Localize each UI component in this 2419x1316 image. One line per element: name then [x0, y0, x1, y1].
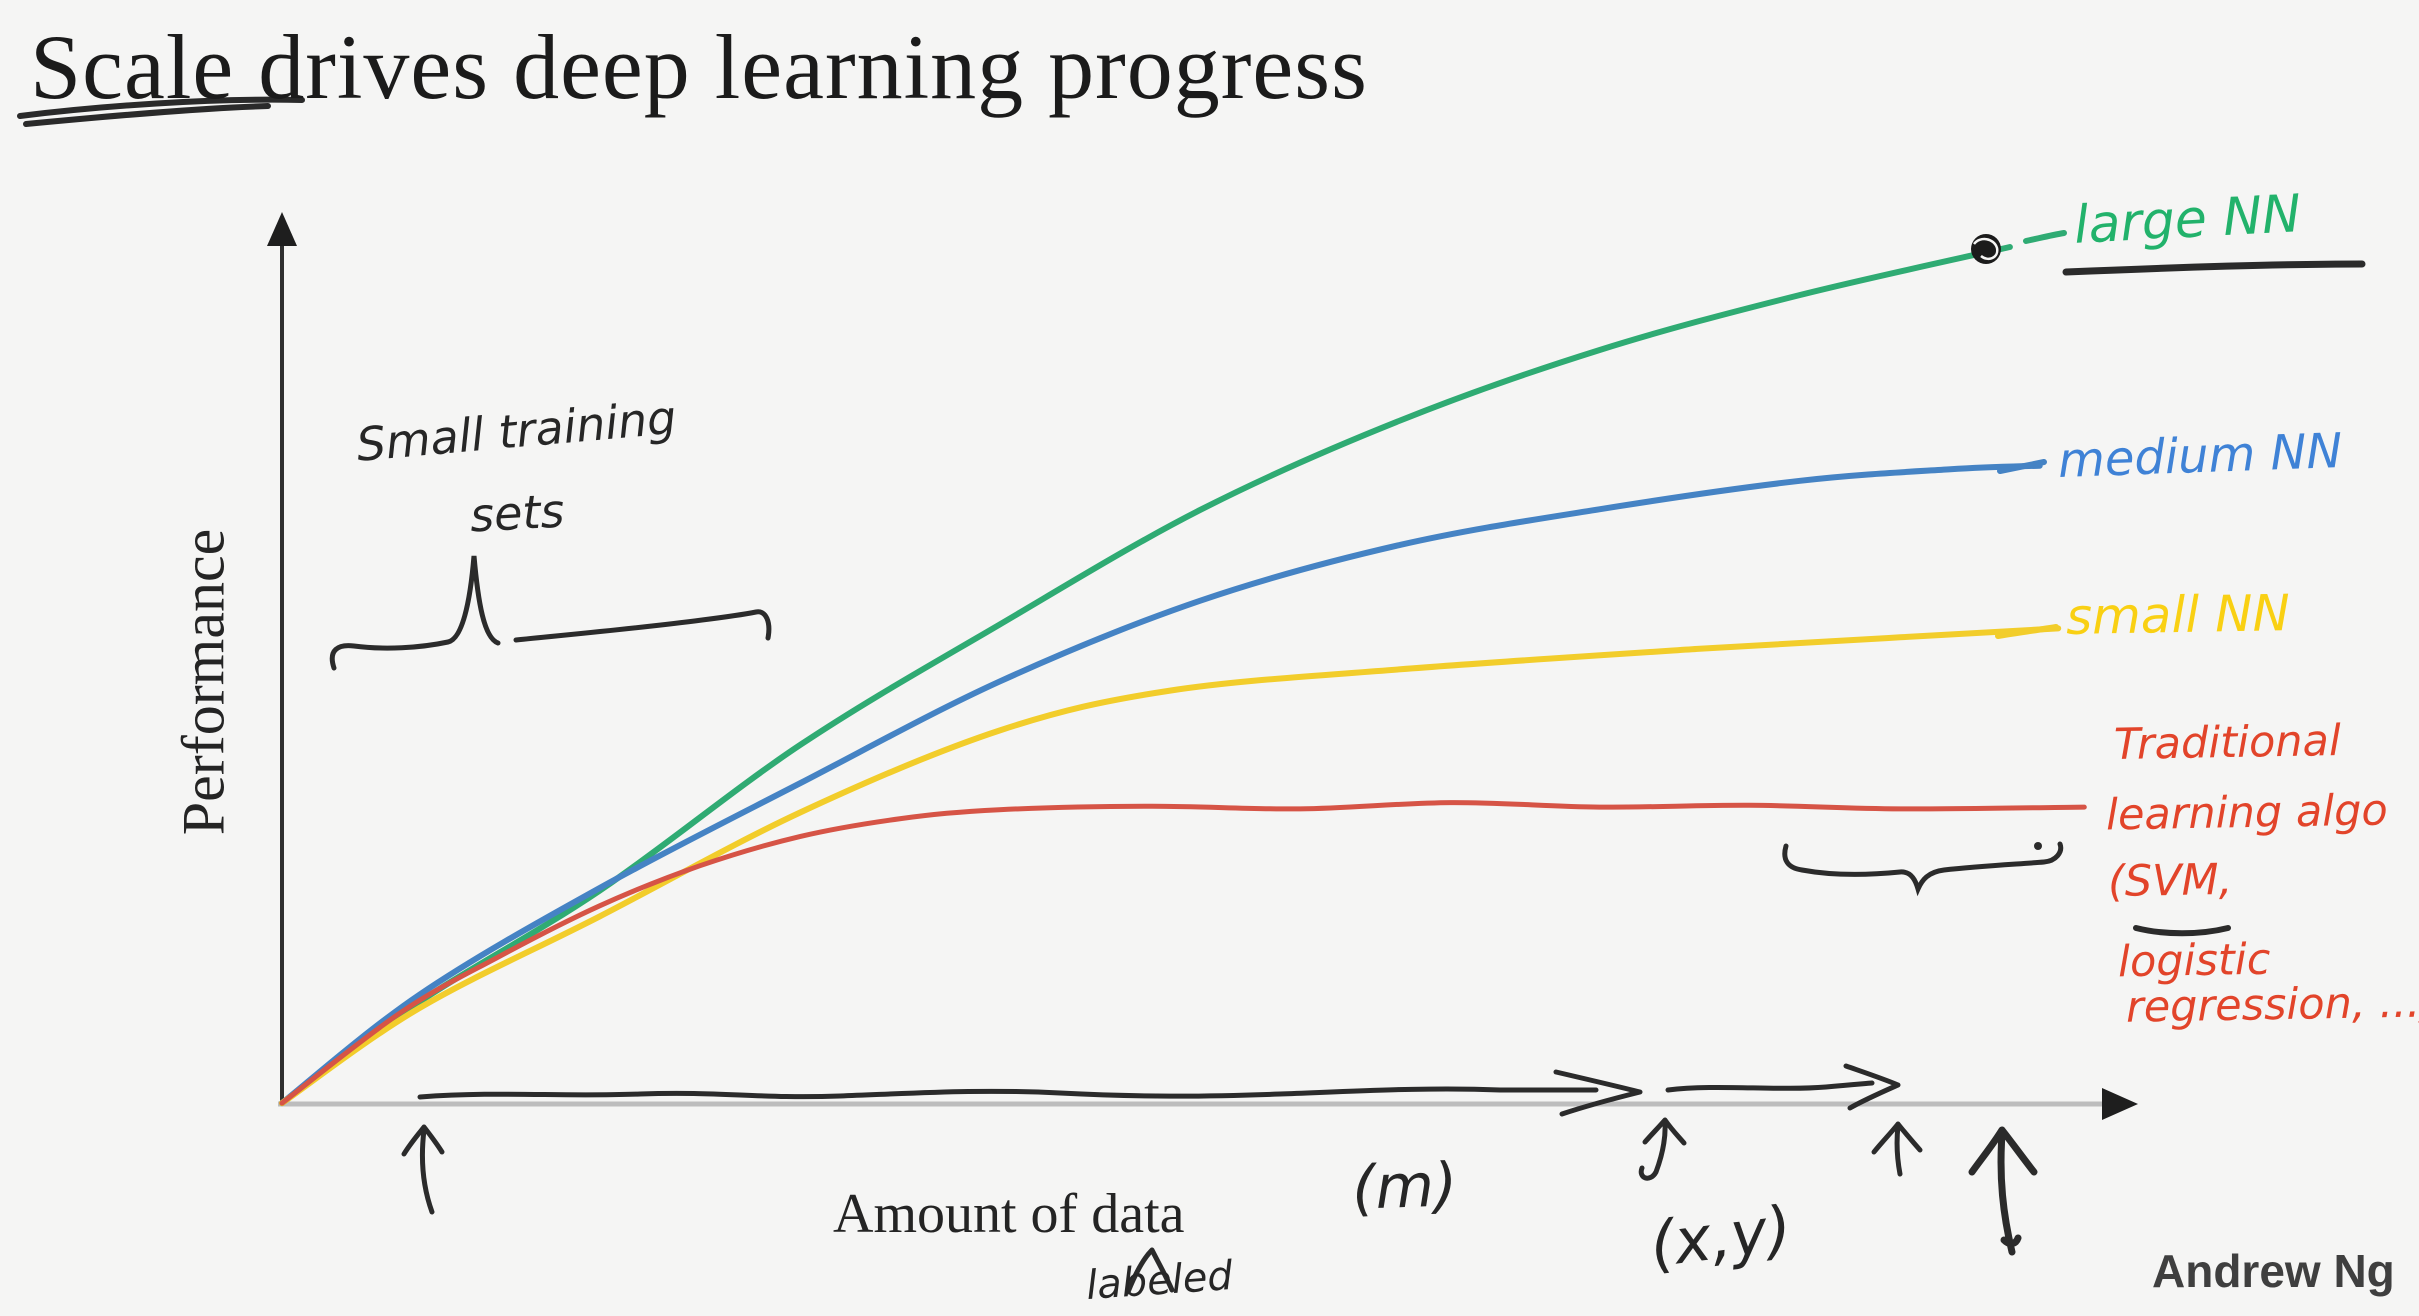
legend-traditional-line1: Traditional: [2113, 716, 2342, 770]
x-axis-arrowhead: [2102, 1088, 2138, 1120]
legend-large-nn: large NN: [2072, 184, 2303, 256]
legend-traditional-line5: regression, ...): [2125, 977, 2419, 1033]
legend-traditional-line3: (SVM,: [2107, 854, 2233, 908]
up-arrow-xy: [1638, 1117, 1687, 1181]
large-nn-underline: [2062, 260, 2366, 276]
page-title: Scale drives deep learning progress: [30, 14, 1368, 120]
svm-underline: [2133, 925, 2231, 937]
legend-traditional-line4: logistic: [2117, 934, 2271, 988]
brace-dot: [2034, 842, 2042, 850]
x-axis-label: Amount of data: [833, 1183, 1185, 1245]
curve-small-nn: [279, 625, 2062, 1107]
labeled-caret: [1125, 1247, 1175, 1295]
y-axis-arrowhead: [267, 212, 297, 246]
large-nn-leader-dash: [2023, 230, 2067, 244]
medium-nn-leader-dash: [1997, 459, 2047, 474]
curve-large-nn: [279, 244, 2013, 1107]
x-axis-overline-arrow-1: [417, 1069, 1643, 1117]
legend-traditional-line2: learning algo: [2105, 785, 2389, 841]
up-arrow-big: [1968, 1126, 2038, 1256]
title-underline-scribble: [17, 96, 305, 127]
small-training-sets-line2: sets: [468, 483, 566, 543]
up-arrow-left: [401, 1124, 445, 1215]
small-training-sets-brace: [329, 555, 772, 671]
small-nn-leader-dash: [1995, 624, 2059, 639]
traditional-region-brace: [1782, 841, 2064, 897]
endpoint-scribble-detail: [1973, 237, 1999, 260]
title-rest: drives deep learning progress: [234, 16, 1368, 118]
curve-traditional: [279, 800, 2087, 1106]
y-axis-label: Performance: [170, 528, 237, 836]
author-credit: Andrew Ng: [2152, 1245, 2395, 1297]
curve-medium-nn: [279, 462, 2043, 1107]
legend-small-nn: small NN: [2065, 584, 2291, 646]
x-axis-unit-note: (m): [1350, 1150, 1459, 1224]
curves-layer: [279, 244, 2087, 1107]
legend-medium-nn: medium NN: [2057, 423, 2344, 489]
up-arrow-mid: [1871, 1121, 1923, 1177]
x-axis-overline-arrow-2: [1665, 1063, 1901, 1111]
title-underlined-word: Scale: [30, 16, 235, 118]
